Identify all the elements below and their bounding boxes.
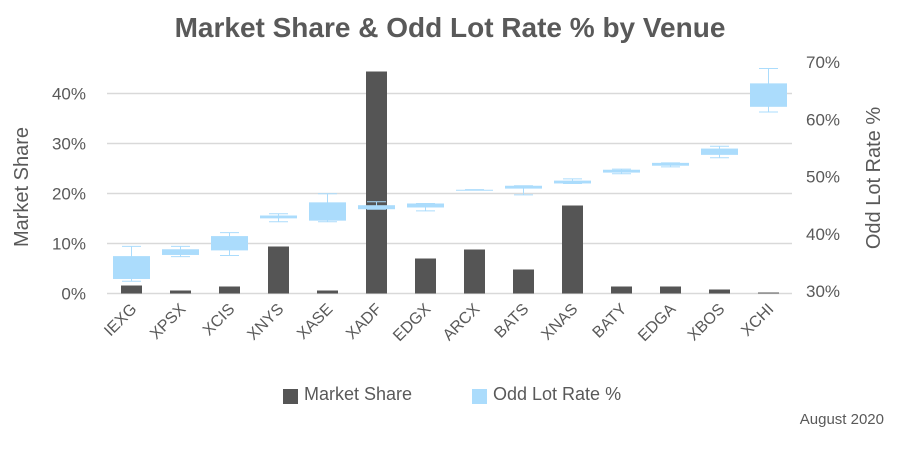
boxplot-xnas — [554, 178, 591, 184]
box — [701, 148, 738, 155]
box — [456, 189, 493, 191]
bar-xbos — [709, 289, 730, 294]
box — [260, 215, 297, 219]
bar-xpsx — [170, 290, 191, 294]
box — [162, 249, 199, 255]
box — [309, 202, 346, 221]
left-tick-label: 30% — [52, 135, 86, 154]
x-tick-label: ARCX — [440, 301, 484, 345]
boxplot-baty — [603, 168, 640, 175]
bar-bats — [513, 269, 534, 294]
box — [407, 203, 444, 208]
odd-lot-boxplots — [113, 67, 787, 282]
boxplot-edgx — [407, 202, 444, 212]
x-tick-label: BATY — [590, 301, 631, 342]
x-tick-label: XASE — [294, 301, 336, 343]
right-axis-ticks: 30% 40% 50% 60% 70% — [806, 53, 840, 301]
x-tick-label: XNAS — [538, 301, 581, 344]
x-tick-label: BATS — [492, 301, 533, 342]
bar-baty — [611, 286, 632, 294]
boxplot-xadf — [358, 201, 395, 210]
bar-xase — [317, 290, 338, 294]
boxplot-xcis — [211, 232, 248, 257]
bar-xchi — [758, 292, 779, 294]
gridlines — [107, 92, 792, 295]
box — [750, 83, 787, 107]
legend: Market Share Odd Lot Rate % — [283, 384, 621, 404]
x-tick-label: XCIS — [200, 301, 238, 339]
boxplot-xnys — [260, 213, 297, 223]
boxplot-edga — [652, 162, 689, 168]
x-tick-label: IEXG — [101, 301, 140, 340]
boxplot-xbos — [701, 145, 738, 159]
box — [211, 236, 248, 251]
bar-xnys — [268, 246, 289, 294]
right-tick-label: 70% — [806, 53, 840, 72]
right-tick-label: 40% — [806, 225, 840, 244]
box — [652, 162, 689, 166]
boxplot-arcx — [456, 189, 493, 191]
left-tick-label: 10% — [52, 235, 86, 254]
left-axis-label: Market Share — [11, 127, 33, 247]
market-share-bars — [121, 71, 779, 294]
right-tick-label: 60% — [806, 110, 840, 129]
left-tick-label: 0% — [61, 285, 86, 304]
box — [358, 205, 395, 210]
boxplot-xpsx — [162, 245, 199, 258]
bar-edgx — [415, 258, 436, 294]
x-tick-label: XADF — [343, 301, 385, 343]
date-footnote: August 2020 — [800, 411, 884, 428]
bar-xcis — [219, 286, 240, 294]
left-tick-label: 40% — [52, 85, 86, 104]
boxplot-xase — [309, 193, 346, 223]
bar-xnas — [562, 205, 583, 294]
right-tick-label: 50% — [806, 168, 840, 187]
right-axis-label: Odd Lot Rate % — [863, 107, 885, 250]
box — [554, 180, 591, 184]
box — [505, 185, 542, 189]
legend-swatch-market-share — [283, 389, 298, 404]
x-tick-label: XCHI — [738, 301, 777, 340]
bar-xadf — [366, 71, 387, 294]
box — [113, 256, 150, 279]
bar-arcx — [464, 249, 485, 294]
x-tick-label: XBOS — [685, 301, 728, 344]
legend-label-odd-lot-rate: Odd Lot Rate % — [493, 384, 621, 404]
x-tick-label: XNYS — [244, 301, 287, 344]
x-tick-label: XPSX — [147, 301, 189, 343]
chart-title: Market Share & Odd Lot Rate % by Venue — [175, 12, 726, 43]
legend-swatch-odd-lot-rate — [472, 389, 487, 404]
boxplot-bats — [505, 185, 542, 196]
x-tick-label: EDGX — [390, 301, 434, 345]
x-axis-labels: IEXG XPSX XCIS XNYS XASE XADF EDGX ARCX BATS XNAS… — [101, 301, 777, 345]
bar-edga — [660, 286, 681, 294]
boxplot-iexg — [113, 245, 150, 282]
legend-label-market-share: Market Share — [304, 384, 412, 404]
boxplot-xchi — [750, 67, 787, 113]
box — [603, 169, 640, 173]
bar-iexg — [121, 285, 142, 294]
left-tick-label: 20% — [52, 185, 86, 204]
left-axis-ticks: 0% 10% 20% 30% 40% — [52, 85, 86, 304]
right-tick-label: 30% — [806, 282, 840, 301]
x-tick-label: EDGA — [635, 301, 679, 345]
